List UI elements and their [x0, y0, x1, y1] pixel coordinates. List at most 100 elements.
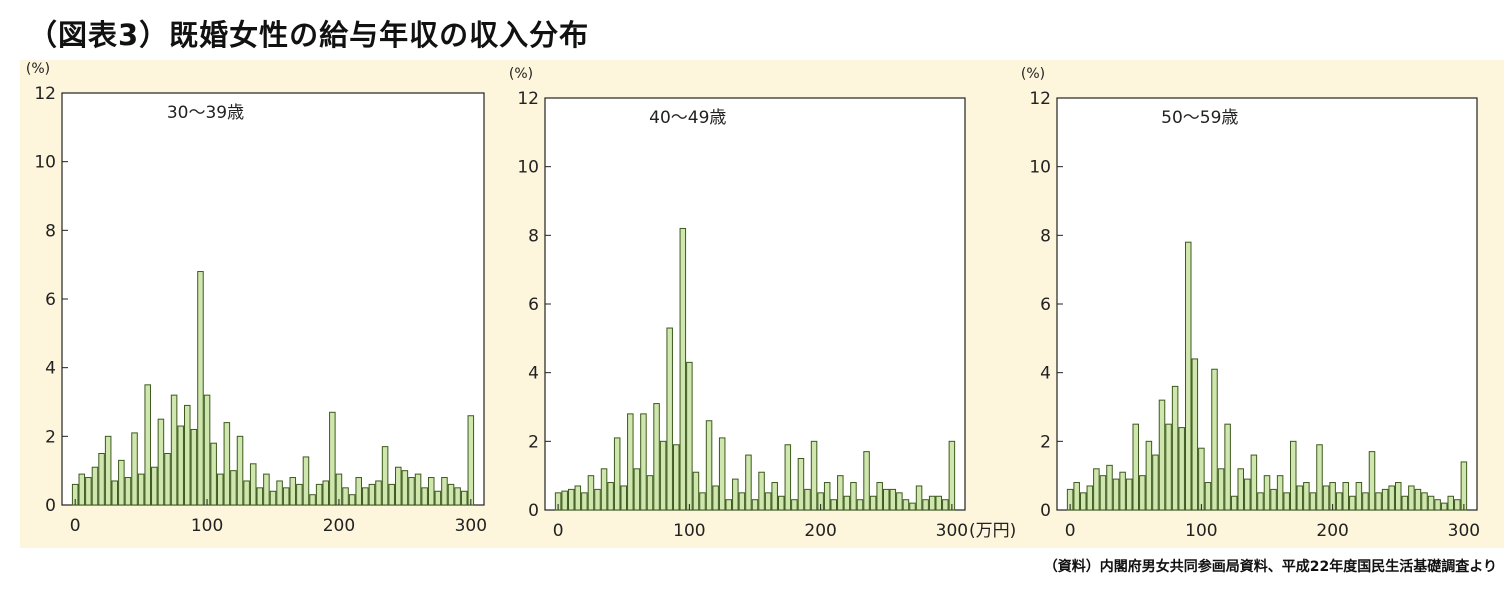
chart3-ytick-label-12: 12: [1029, 89, 1051, 109]
chart1-bar-15: [91, 466, 99, 506]
chart2-bar-250: [882, 488, 890, 511]
chart2-bar-235: [863, 451, 870, 511]
chart3-bar-35: [1112, 478, 1120, 511]
chart3-bar-260: [1408, 485, 1415, 511]
chart3-ytick-label-2: 2: [1040, 432, 1051, 452]
chart1-bar-110: [216, 473, 224, 506]
chart3-ytick-label-6: 6: [1040, 295, 1051, 315]
chart3-bar-145: [1257, 492, 1264, 511]
chart1-bar-120: [230, 470, 237, 506]
chart3-bar-115: [1217, 468, 1225, 511]
chart2-bar-190: [804, 488, 811, 511]
chart1-bar-170: [296, 483, 303, 506]
chart1-bar-285: [447, 483, 455, 506]
chart1-bar-40: [124, 477, 132, 506]
chart2-bar-75: [653, 403, 660, 511]
chart2-plot-frame: [544, 97, 966, 511]
chart3-bar-205: [1335, 492, 1343, 511]
chart3-bar-240: [1381, 488, 1389, 511]
chart2-bar-195: [810, 440, 818, 511]
chart2-bar-115: [705, 420, 713, 511]
chart2-bar-125: [718, 437, 726, 511]
chart2-bar-260: [896, 492, 903, 511]
chart2-bar-135: [732, 478, 739, 511]
chart2-bar-85: [666, 327, 673, 511]
chart1-ytick-label-0: 0: [45, 496, 56, 516]
chart3-bar-60: [1145, 440, 1153, 511]
chart1-bar-260: [414, 473, 422, 506]
chart2-bar-70: [646, 475, 654, 511]
chart2-bar-140: [738, 492, 746, 511]
chart2-bar-130: [725, 499, 733, 511]
chart2-bar-5: [561, 490, 568, 511]
chart3-ytick-label-4: 4: [1040, 364, 1051, 384]
chart3-bar-130: [1237, 468, 1245, 511]
chart2-bar-170: [777, 495, 785, 511]
chart2-bar-185: [797, 458, 805, 511]
chart2-bar-265: [902, 499, 910, 511]
chart2-bar-175: [784, 444, 792, 511]
chart1-title: 30～39歳: [167, 103, 244, 123]
chart3-bar-265: [1414, 488, 1422, 511]
chart2-bar-155: [758, 471, 765, 511]
chart3-xtick-label-300: 300: [1448, 521, 1480, 541]
chart2-bar-40: [607, 482, 614, 511]
chart1-bar-70: [164, 453, 171, 506]
chart1-bar-85: [184, 404, 191, 506]
chart1-bar-275: [434, 490, 442, 506]
chart3-bar-220: [1355, 482, 1363, 511]
chart3-bar-15: [1086, 485, 1094, 511]
chart1-bar-90: [190, 428, 198, 506]
chart1-bar-50: [137, 473, 145, 506]
chart1-bar-10: [85, 477, 92, 506]
chart1-bar-80: [177, 425, 184, 506]
chart3-bar-5: [1073, 482, 1080, 511]
chart2-bar-285: [928, 495, 936, 511]
chart1-bar-155: [276, 480, 283, 506]
chart1-bar-250: [401, 470, 409, 506]
chart2-xlabel: (万円): [969, 521, 1016, 541]
chart1-ytick-label-6: 6: [45, 290, 56, 310]
chart2-bar-10: [567, 488, 575, 511]
chart3-bar-45: [1125, 478, 1133, 511]
chart3-bar-140: [1250, 454, 1258, 511]
chart2-bar-215: [837, 475, 844, 511]
chart2-bar-55: [627, 413, 634, 511]
chart3-ylabel: (%): [1021, 66, 1045, 82]
chart3-bar-110: [1211, 368, 1218, 511]
chart1-bar-270: [427, 477, 435, 506]
chart3-bar-40: [1119, 471, 1126, 511]
chart3-bar-225: [1362, 492, 1369, 511]
chart3-bar-55: [1139, 475, 1146, 511]
chart2-xtick-label-200: 200: [804, 521, 836, 541]
chart1-bar-150: [269, 490, 277, 506]
chart2-bar-270: [909, 502, 916, 511]
chart1-xtick-label-0: 0: [70, 516, 81, 536]
chart1-bar-190: [322, 480, 330, 506]
chart2-bar-210: [830, 499, 838, 511]
chart2-xtick-label-100: 100: [673, 521, 705, 541]
chart1-bar-265: [421, 487, 428, 506]
chart1-bar-20: [98, 453, 105, 506]
chart2-bar-95: [679, 227, 687, 511]
chart2-bar-160: [764, 492, 772, 511]
chart3-bar-10: [1079, 492, 1087, 511]
chart2-bar-65: [640, 413, 647, 511]
chart1-ytick-label-2: 2: [45, 427, 56, 447]
chart2-bar-15: [574, 485, 582, 511]
chart2-ytick-label-4: 4: [528, 364, 539, 384]
chart2-bar-230: [856, 499, 864, 511]
chart1-bar-45: [131, 432, 138, 506]
chart3-bar-65: [1152, 454, 1159, 511]
chart2-bar-295: [942, 499, 949, 511]
chart3-bar-75: [1165, 423, 1172, 511]
chart2-bar-145: [745, 454, 752, 511]
chart2-bar-165: [771, 482, 778, 511]
chart1-bar-75: [170, 394, 178, 506]
chart2-bar-90: [672, 444, 680, 511]
chart1-bar-185: [315, 483, 323, 506]
chart1-bar-300: [467, 415, 475, 506]
chart1-ytick-label-4: 4: [45, 359, 56, 379]
chart1-bar-130: [243, 480, 250, 506]
chart1-bar-140: [256, 487, 264, 506]
